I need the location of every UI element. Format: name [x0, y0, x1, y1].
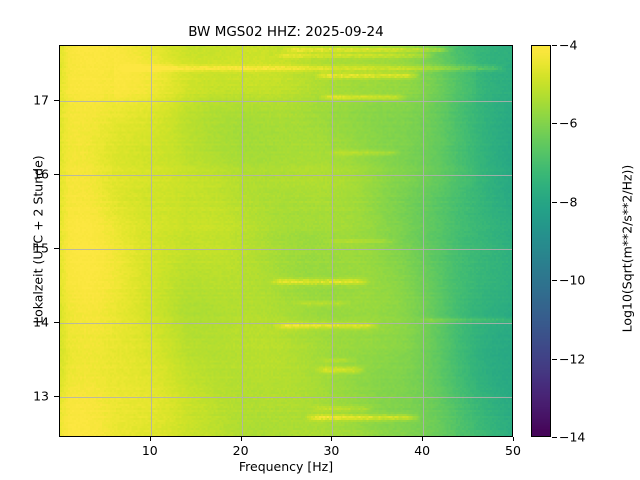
colorbar-tick-mark: [552, 123, 557, 125]
x-tick-mark: [513, 437, 514, 441]
y-tick-label: 17: [33, 92, 49, 108]
gridline-vertical: [423, 46, 425, 436]
colorbar: [531, 45, 551, 437]
colorbar-tick-label: −6: [559, 115, 578, 131]
gridline-vertical: [150, 46, 152, 436]
colorbar-tick-label: −12: [559, 351, 586, 367]
y-tick-mark: [54, 248, 59, 250]
x-tick-mark: [422, 437, 424, 441]
colorbar-tick-mark: [552, 280, 557, 282]
colorbar-label: Log10(Sqrt(m**2/s**2/Hz)): [619, 164, 635, 333]
colorbar-tick-mark: [552, 437, 557, 438]
colorbar-tick-label: −8: [559, 194, 578, 210]
gridline-horizontal: [60, 397, 512, 399]
x-tick-label: 50: [505, 443, 521, 458]
gridline-vertical: [241, 46, 243, 436]
colorbar-tick-mark: [552, 201, 557, 203]
colorbar-tick-mark: [552, 45, 557, 46]
x-axis-label: Frequency [Hz]: [238, 459, 334, 474]
x-tick-mark: [240, 437, 242, 441]
y-tick-label: 15: [33, 240, 49, 256]
spectrogram-image: [60, 46, 512, 436]
y-tick-label: 14: [33, 314, 49, 330]
x-tick-label: 20: [232, 443, 249, 458]
y-tick-mark: [54, 174, 59, 176]
y-tick-mark: [54, 396, 59, 398]
x-tick-mark: [331, 437, 333, 441]
gridline-horizontal: [60, 323, 512, 325]
gridline-vertical: [332, 46, 334, 436]
gridline-horizontal: [60, 175, 512, 177]
x-tick-label: 10: [141, 443, 158, 458]
colorbar-tick-label: −14: [559, 429, 586, 445]
y-tick-label: 13: [33, 388, 49, 404]
colorbar-tick-label: −4: [559, 37, 578, 53]
spectrogram-axes: [59, 45, 513, 437]
x-tick-mark: [149, 437, 151, 441]
colorbar-canvas: [532, 46, 550, 436]
x-tick-label: 40: [414, 443, 431, 458]
colorbar-tick-label: −10: [559, 272, 586, 288]
colorbar-tick-mark: [552, 358, 557, 360]
x-tick-label: 30: [323, 443, 340, 458]
page-title: BW MGS02 HHZ: 2025-09-24: [188, 24, 384, 40]
gridline-horizontal: [60, 101, 512, 103]
spectrogram-canvas: [60, 46, 512, 436]
y-tick-mark: [54, 100, 59, 102]
y-tick-label: 16: [33, 166, 49, 182]
gridline-horizontal: [60, 249, 512, 251]
y-tick-mark: [54, 322, 59, 324]
y-axis-label: Lokalzeit (UTC + 2 Stunde): [30, 155, 46, 324]
